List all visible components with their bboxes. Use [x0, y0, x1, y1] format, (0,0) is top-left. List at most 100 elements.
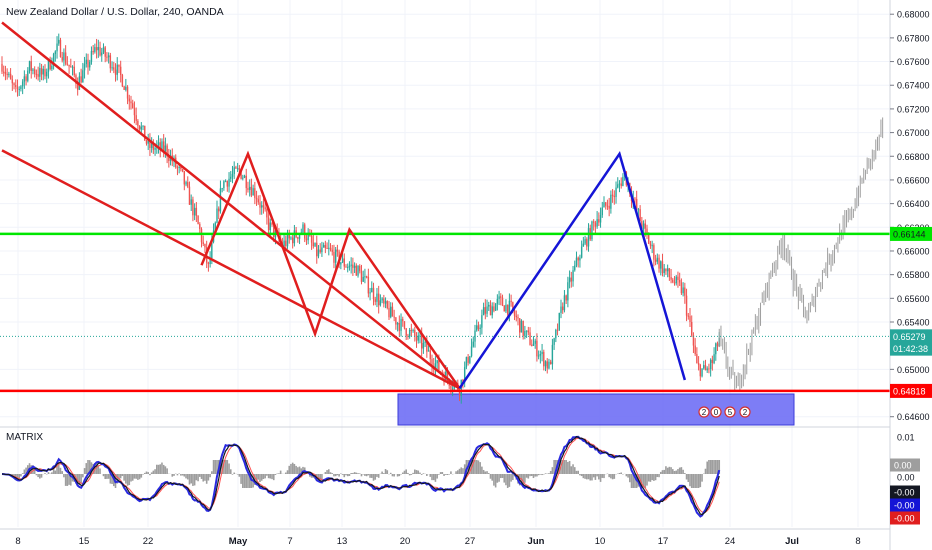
candle: [216, 208, 218, 223]
candle: [486, 306, 488, 314]
histogram-bar: [345, 474, 347, 476]
candle: [708, 368, 710, 370]
histogram-bar: [508, 474, 511, 487]
candle: [30, 61, 32, 71]
candle: [343, 258, 345, 267]
candle: [415, 336, 418, 341]
histogram-bar: [494, 474, 497, 488]
candle: [393, 316, 395, 318]
candle: [515, 315, 517, 318]
candle: [680, 282, 683, 294]
histogram-bar: [398, 474, 401, 477]
candle: [243, 175, 246, 178]
candle: [601, 207, 603, 216]
histogram-bar: [567, 462, 569, 474]
histogram-bar: [272, 474, 275, 481]
histogram-bar: [133, 474, 136, 479]
candle: [130, 101, 132, 104]
candle: [56, 43, 58, 52]
histogram-bar: [264, 474, 266, 479]
candle: [611, 194, 614, 196]
candle: [157, 142, 160, 146]
histogram-bar: [412, 472, 414, 474]
histogram-bar: [183, 474, 186, 477]
histogram-bar: [35, 474, 38, 476]
candle: [402, 318, 404, 322]
histogram-bar: [381, 471, 383, 474]
candle: [594, 222, 597, 227]
histogram-bar: [630, 474, 633, 488]
candle: [498, 296, 500, 299]
candle: [266, 209, 268, 218]
candle: [87, 59, 89, 68]
candle: [307, 234, 309, 241]
candle: [644, 223, 646, 229]
candle: [104, 47, 106, 57]
histogram-bar: [486, 471, 488, 474]
candle: [61, 57, 63, 61]
histogram-bar: [274, 474, 277, 475]
candle: [16, 87, 19, 90]
candle: [214, 222, 216, 231]
histogram-bar: [501, 474, 504, 478]
candle: [660, 261, 662, 269]
candle: [357, 266, 359, 276]
candle: [132, 103, 134, 109]
histogram-bar: [340, 473, 342, 474]
candle: [603, 202, 605, 208]
histogram-bar: [262, 474, 265, 480]
histogram-bar: [353, 472, 356, 474]
histogram-bar: [83, 468, 86, 474]
histogram-bar: [11, 474, 14, 477]
histogram-bar: [23, 469, 26, 474]
candle: [677, 276, 679, 281]
candle: [119, 66, 122, 76]
histogram-bar: [128, 474, 131, 486]
candle: [420, 335, 423, 349]
price-axis-bg: [890, 0, 932, 550]
candle: [560, 306, 562, 313]
histogram-bar: [403, 470, 406, 474]
histogram-bar: [147, 472, 149, 474]
histogram-bar: [126, 474, 129, 486]
candle: [221, 188, 223, 190]
histogram-bar: [286, 470, 289, 474]
histogram-bar: [364, 474, 366, 476]
indicator-label-text: -0.00: [894, 488, 915, 498]
candle: [506, 304, 509, 315]
candle: [44, 69, 46, 77]
candle: [211, 241, 213, 259]
candle: [582, 243, 585, 247]
candle: [489, 304, 492, 316]
histogram-bar: [247, 474, 249, 488]
candle: [536, 340, 538, 357]
candle: [162, 141, 165, 152]
candle: [553, 338, 555, 345]
candle: [324, 245, 327, 249]
candle: [715, 343, 717, 355]
histogram-bar: [414, 469, 416, 474]
candle: [190, 199, 192, 205]
candle: [135, 115, 137, 121]
candle: [651, 245, 653, 247]
candle: [101, 52, 103, 56]
histogram-bar: [180, 474, 182, 476]
histogram-bar: [708, 460, 710, 474]
candle: [25, 76, 27, 81]
histogram-bar: [99, 468, 101, 474]
candle: [128, 98, 130, 102]
histogram-bar: [142, 474, 144, 475]
price-tick-label: 0.65000: [897, 365, 930, 375]
histogram-bar: [90, 462, 93, 474]
candle: [52, 53, 55, 66]
candle: [639, 209, 641, 222]
histogram-bar: [539, 474, 542, 475]
candle: [372, 287, 375, 300]
histogram-bar: [266, 474, 268, 476]
candle: [620, 183, 622, 186]
histogram-bar: [130, 474, 132, 482]
histogram-bar: [534, 474, 536, 477]
histogram-bar: [221, 460, 223, 474]
